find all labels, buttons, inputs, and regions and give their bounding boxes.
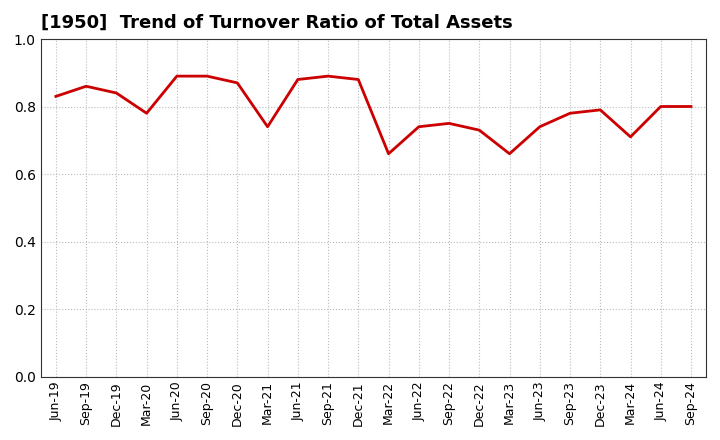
Text: [1950]  Trend of Turnover Ratio of Total Assets: [1950] Trend of Turnover Ratio of Total … xyxy=(41,14,513,32)
